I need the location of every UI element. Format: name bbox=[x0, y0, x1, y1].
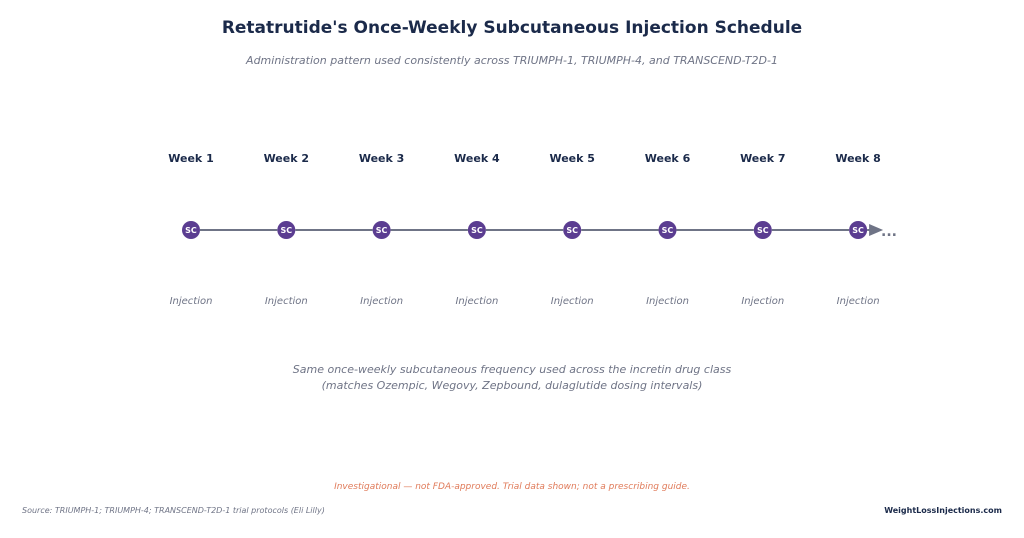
injection-marker-label: SC bbox=[757, 226, 769, 235]
week-node: Week 6 SC Injection bbox=[645, 152, 691, 307]
injection-caption: Injection bbox=[360, 296, 403, 307]
injection-marker-label: SC bbox=[471, 226, 483, 235]
injection-marker bbox=[372, 221, 391, 239]
week-node: Week 1 SC Injection bbox=[168, 152, 213, 307]
week-node: Week 8 SC Injection bbox=[835, 152, 880, 307]
week-label: Week 4 bbox=[454, 152, 500, 165]
injection-marker-label: SC bbox=[566, 226, 578, 235]
week-label: Week 7 bbox=[740, 152, 785, 165]
injection-marker bbox=[849, 221, 868, 239]
disclaimer: Investigational — not FDA-approved. Tria… bbox=[334, 482, 690, 492]
injection-caption: Injection bbox=[741, 296, 784, 307]
frequency-note-line1: Same once-weekly subcutaneous frequency … bbox=[292, 363, 732, 376]
injection-marker bbox=[467, 221, 486, 239]
injection-marker bbox=[753, 221, 772, 239]
injection-marker bbox=[563, 221, 582, 239]
week-node: Week 4 SC Injection bbox=[454, 152, 500, 307]
injection-caption: Injection bbox=[646, 296, 689, 307]
injection-caption: Injection bbox=[265, 296, 308, 307]
week-node: Week 3 SC Injection bbox=[359, 152, 404, 307]
injection-marker bbox=[658, 221, 677, 239]
page-title: Retatrutide's Once-Weekly Subcutaneous I… bbox=[221, 18, 803, 38]
page-subtitle: Administration pattern used consistently… bbox=[246, 54, 778, 67]
week-node: Week 2 SC Injection bbox=[264, 152, 309, 307]
injection-caption: Injection bbox=[455, 296, 498, 307]
frequency-note-line2: (matches Ozempic, Wegovy, Zepbound, dula… bbox=[321, 379, 703, 392]
injection-marker-label: SC bbox=[376, 226, 388, 235]
week-label: Week 8 bbox=[835, 152, 880, 165]
injection-marker-label: SC bbox=[185, 226, 197, 235]
injection-marker-label: SC bbox=[662, 226, 674, 235]
week-label: Week 5 bbox=[549, 152, 594, 165]
week-node: Week 7 SC Injection bbox=[740, 152, 785, 307]
week-label: Week 3 bbox=[359, 152, 404, 165]
injection-caption: Injection bbox=[837, 296, 880, 307]
injection-marker-label: SC bbox=[852, 226, 864, 235]
week-label: Week 6 bbox=[645, 152, 691, 165]
week-label: Week 2 bbox=[264, 152, 309, 165]
injection-caption: Injection bbox=[551, 296, 594, 307]
brand-link[interactable]: WeightLossInjections.com bbox=[884, 506, 1002, 515]
injection-marker bbox=[277, 221, 296, 239]
injection-marker-label: SC bbox=[280, 226, 292, 235]
injection-marker bbox=[182, 221, 200, 239]
frequency-note: Same once-weekly subcutaneous frequency … bbox=[0, 362, 1024, 394]
week-label: Week 1 bbox=[168, 152, 213, 165]
continuation-ellipsis: ... bbox=[881, 224, 897, 240]
week-node: Week 5 SC Injection bbox=[549, 152, 594, 307]
source-citation: Source: TRIUMPH-1; TRIUMPH-4; TRANSCEND-… bbox=[22, 506, 325, 515]
injection-caption: Injection bbox=[170, 296, 213, 307]
